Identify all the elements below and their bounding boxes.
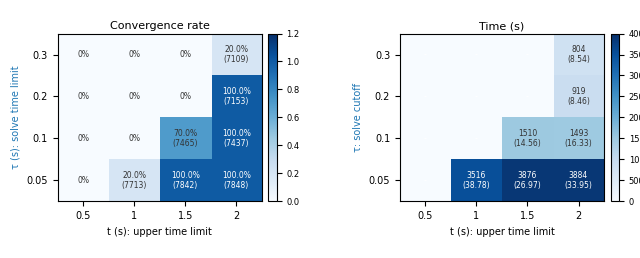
Text: 0%: 0% <box>128 134 140 143</box>
Text: 3516
(38.78): 3516 (38.78) <box>463 171 490 190</box>
Text: -: - <box>424 50 427 59</box>
Text: 1510
(14.56): 1510 (14.56) <box>514 129 541 148</box>
Text: 0%: 0% <box>77 50 89 59</box>
Text: 100.0%
(7842): 100.0% (7842) <box>171 171 200 190</box>
Text: 20.0%
(7713): 20.0% (7713) <box>122 171 147 190</box>
Text: 0%: 0% <box>77 176 89 185</box>
Text: 0%: 0% <box>179 50 191 59</box>
Text: 3884
(33.95): 3884 (33.95) <box>564 171 593 190</box>
Text: -: - <box>424 176 427 185</box>
Text: 804
(8.54): 804 (8.54) <box>567 45 590 64</box>
Y-axis label: τ: solve cutoff: τ: solve cutoff <box>353 83 363 152</box>
Text: -: - <box>526 50 529 59</box>
Text: 100.0%
(7848): 100.0% (7848) <box>221 171 251 190</box>
Text: 0%: 0% <box>77 92 89 101</box>
Text: -: - <box>526 92 529 101</box>
Title: Convergence rate: Convergence rate <box>109 21 209 31</box>
Text: 0%: 0% <box>128 92 140 101</box>
Text: 3876
(26.97): 3876 (26.97) <box>514 171 541 190</box>
Text: 100.0%
(7437): 100.0% (7437) <box>221 129 251 148</box>
Text: 919
(8.46): 919 (8.46) <box>567 87 590 106</box>
Text: 0%: 0% <box>179 92 191 101</box>
X-axis label: t (s): upper time limit: t (s): upper time limit <box>108 227 212 237</box>
X-axis label: t (s): upper time limit: t (s): upper time limit <box>449 227 554 237</box>
Text: 70.0%
(7465): 70.0% (7465) <box>172 129 198 148</box>
Text: -: - <box>424 134 427 143</box>
Text: -: - <box>475 50 478 59</box>
Text: 0%: 0% <box>128 50 140 59</box>
Text: 0%: 0% <box>77 134 89 143</box>
Title: Time (s): Time (s) <box>479 21 525 31</box>
Text: -: - <box>424 92 427 101</box>
Y-axis label: τ (s): solve time limit: τ (s): solve time limit <box>11 66 21 169</box>
Text: -: - <box>475 134 478 143</box>
Text: 1493
(16.33): 1493 (16.33) <box>564 129 593 148</box>
Text: 100.0%
(7153): 100.0% (7153) <box>221 87 251 106</box>
Text: -: - <box>475 92 478 101</box>
Text: 20.0%
(7109): 20.0% (7109) <box>223 45 249 64</box>
